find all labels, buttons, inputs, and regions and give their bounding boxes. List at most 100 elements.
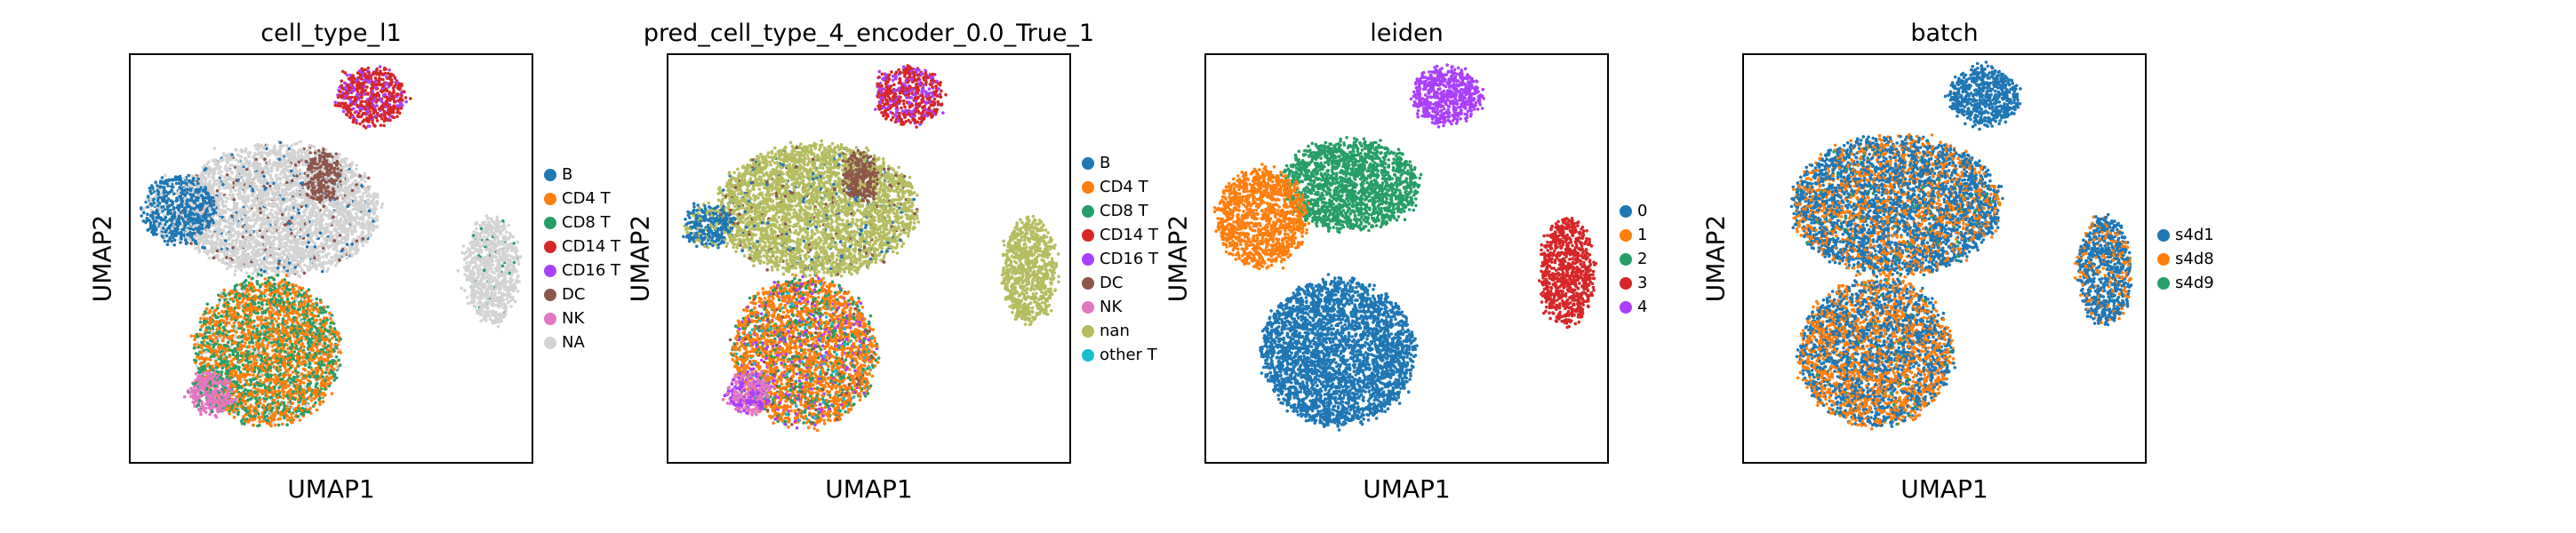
scatter-point [268,187,271,192]
scatter-point [332,215,335,219]
scatter-point [330,230,333,234]
scatter-point [228,259,232,263]
scatter-point [216,235,220,240]
scatter-point [273,203,277,208]
scatter-point [362,111,365,115]
scatter-point [393,100,396,104]
scatter-point [245,168,249,171]
scatter-point [276,217,280,220]
scatter-point [239,219,243,224]
scatter-point [267,202,271,205]
scatter-point [268,184,272,188]
scatter-point [261,168,266,171]
scatter-point [367,220,372,225]
scatter-point [353,186,356,190]
scatter-point [144,220,148,225]
scatter-point [290,216,294,219]
scatter-point [340,237,344,241]
scatter-point [218,187,222,191]
scatter-point [360,67,364,71]
scatter-point [294,251,299,255]
scatter-point [374,115,379,120]
scatter-point [276,266,280,270]
scatter-point [179,187,183,190]
scatter-point [244,244,248,248]
scatter-point [356,97,361,101]
scatter-point [244,221,248,225]
scatter-point [370,210,374,213]
scatter-point [201,170,204,174]
scatter-point [262,213,266,217]
scatter-point [221,257,225,261]
scatter-point [165,243,170,247]
scatter-point [149,208,153,212]
scatter-point [363,78,367,82]
scatter-point [295,174,299,178]
scatter-point [366,91,370,95]
scatter-point [280,189,284,194]
scatter-point [319,215,324,219]
scatter-point [284,160,289,163]
scatter-point [181,227,186,231]
scatter-point [281,227,285,231]
scatter-point [251,191,254,195]
scatter-point [164,219,168,224]
scatter-point [236,193,240,196]
scatter-point [263,227,268,231]
scatter-point [239,171,244,175]
scatter-point [266,242,269,245]
scatter-point [391,97,396,101]
scatter-point [319,235,324,238]
scatter-point [250,251,253,255]
scatter-point [348,73,352,77]
scatter-point [328,239,332,243]
scatter-point [345,243,349,246]
scatter-point [220,203,225,207]
scatter-point [351,115,355,119]
scatter-point [350,183,354,187]
scatter-point [172,243,176,247]
scatter-point [248,209,252,213]
scatter-point [341,69,345,74]
scatter-point [295,141,299,146]
scatter-point [373,124,377,128]
scatter-point [294,262,298,266]
scatter-point [187,173,190,178]
scatter-point [287,251,291,256]
scatter-point [286,217,291,220]
scatter-point [364,99,367,104]
scatter-point [326,266,331,271]
scatter-point [306,234,310,237]
scatter-point [277,261,281,266]
scatter-point [342,235,346,240]
scatter-point [299,139,302,144]
scatter-point [328,243,332,248]
scatter-point [396,86,400,91]
scatter-point [346,107,349,112]
scatter-point [383,114,387,117]
scatter-point [256,234,260,238]
scatter-point [208,165,212,170]
scatter-point [403,90,406,94]
scatter-point [291,259,294,262]
scatter-point [220,243,223,247]
scatter-point [254,203,258,207]
scatter-point [223,248,227,251]
scatter-point [366,124,371,128]
scatter-point [196,213,200,218]
scatter-point [246,195,251,199]
scatter-point [305,207,309,211]
scatter-point [207,224,211,227]
scatter-point [281,244,285,248]
scatter-point [148,187,152,190]
scatter-point [360,104,364,108]
scatter-point [357,115,361,119]
scatter-point [381,93,386,97]
scatter-point [380,99,384,104]
scatter-point [284,266,289,270]
scatter-point [288,234,292,238]
scatter-point [148,197,153,201]
scatter-point [252,181,256,186]
scatter-point [333,264,338,267]
scatter-point [324,206,328,211]
